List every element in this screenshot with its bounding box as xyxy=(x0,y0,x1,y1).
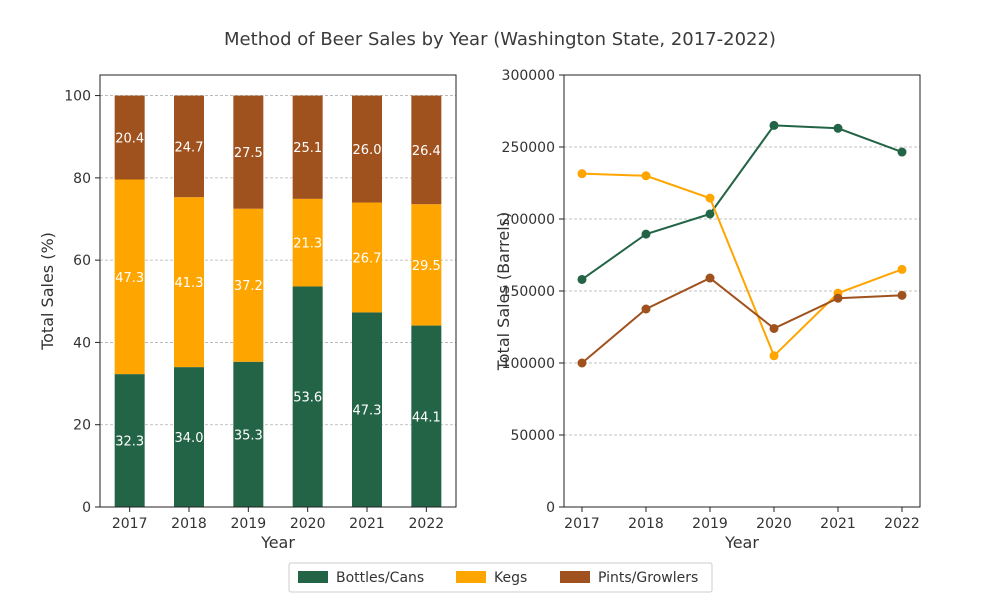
x-tick-label: 2021 xyxy=(349,516,385,532)
series-line xyxy=(581,172,903,358)
data-label: 37.2 xyxy=(234,279,263,294)
x-tick-label: 2022 xyxy=(884,516,920,532)
legend-label: Kegs xyxy=(494,570,527,586)
data-label: 47.3 xyxy=(353,404,382,419)
data-label: 41.3 xyxy=(175,276,204,291)
y-tick-label: 150000 xyxy=(502,284,555,300)
bar-segment xyxy=(292,286,323,507)
data-label: 29.5 xyxy=(412,259,441,274)
y-tick-label: 200000 xyxy=(502,212,555,228)
y-tick-label: 100 xyxy=(64,89,91,105)
bar-segment xyxy=(352,202,382,313)
x-tick-label: 2019 xyxy=(692,516,728,532)
x-tick-label: 2017 xyxy=(112,516,148,532)
y-tick-label: 50000 xyxy=(510,428,555,444)
y-tick-label: 0 xyxy=(546,500,555,516)
y-tick-label: 100000 xyxy=(502,356,555,372)
bar-segment xyxy=(233,95,264,209)
bar-segment xyxy=(292,95,323,199)
data-point xyxy=(705,193,715,203)
line-chart: 0 50000 100000 150000 200000 250000 300000 2017… xyxy=(494,68,921,552)
x-tick-label: 2018 xyxy=(628,516,664,532)
data-point xyxy=(577,274,587,284)
bar-segment xyxy=(411,95,442,205)
legend-box xyxy=(288,562,713,593)
data-point xyxy=(769,120,779,130)
x-tick-label: 2020 xyxy=(290,516,326,532)
data-label: 44.1 xyxy=(412,410,441,425)
data-point xyxy=(769,323,779,333)
legend-swatch xyxy=(298,571,328,583)
legend-swatch xyxy=(560,571,590,583)
legend: Bottles/Cans Kegs Pints/Growlers xyxy=(288,562,713,593)
data-label: 34.0 xyxy=(175,431,204,446)
legend-label: Bottles/Cans xyxy=(336,570,424,586)
data-point xyxy=(833,293,843,303)
data-label: 32.3 xyxy=(115,435,144,450)
x-tick-label: 2018 xyxy=(171,516,207,532)
data-label: 27.5 xyxy=(234,146,263,161)
data-label: 47.3 xyxy=(115,271,144,286)
data-label: 25.1 xyxy=(293,141,322,156)
data-label: 26.0 xyxy=(353,143,382,158)
y-axis-label: Total Sales (%) xyxy=(38,232,57,351)
legend-swatch xyxy=(456,571,486,583)
y-tick-label: 40 xyxy=(73,335,91,351)
data-point xyxy=(641,171,651,181)
y-tick-label: 80 xyxy=(73,171,91,187)
series-line xyxy=(581,124,903,281)
data-point xyxy=(705,273,715,283)
data-point xyxy=(897,264,907,274)
y-tick-label: 250000 xyxy=(502,140,555,156)
data-point xyxy=(577,169,587,179)
bar-segment xyxy=(352,95,382,203)
bar-segment xyxy=(114,95,145,180)
x-tick-label: 2017 xyxy=(564,516,600,532)
data-label: 53.6 xyxy=(293,391,322,406)
y-tick-label: 20 xyxy=(73,418,91,434)
data-point xyxy=(641,304,651,314)
data-point xyxy=(769,351,779,361)
bar-segment xyxy=(411,204,442,326)
bar-segment xyxy=(114,374,145,507)
bar-segment xyxy=(174,197,204,368)
bar-segment xyxy=(174,95,204,198)
data-label: 20.4 xyxy=(115,132,144,147)
legend-label: Pints/Growlers xyxy=(598,570,698,586)
data-point xyxy=(897,290,907,300)
bar-segment xyxy=(352,312,382,507)
series-line xyxy=(581,276,903,364)
bar-segment xyxy=(174,367,204,507)
data-point xyxy=(577,358,587,368)
x-axis-label: Year xyxy=(260,533,295,552)
y-tick-label: 0 xyxy=(82,500,91,516)
bar-segment xyxy=(233,361,264,507)
bar-segment xyxy=(411,325,442,507)
bar-segment xyxy=(292,198,323,287)
x-tick-label: 2019 xyxy=(231,516,267,532)
plot-frame xyxy=(563,74,921,508)
y-axis-label: Total Sales (Barrels) xyxy=(494,212,513,372)
stacked-bar-chart: 0 20 40 60 80 100 32.3 47.3 20.4 2017 34.0 41.3 24.7… xyxy=(38,74,457,552)
data-point xyxy=(897,147,907,157)
chart-title: Method of Beer Sales by Year (Washington… xyxy=(224,29,776,50)
x-tick-label: 2021 xyxy=(820,516,856,532)
y-tick-label: 60 xyxy=(73,253,91,269)
plot-frame xyxy=(99,74,457,508)
data-label: 26.7 xyxy=(353,251,382,266)
data-label: 26.4 xyxy=(412,144,441,159)
data-label: 35.3 xyxy=(234,428,263,443)
data-label: 21.3 xyxy=(293,237,322,252)
data-point xyxy=(705,209,715,219)
data-label: 24.7 xyxy=(175,140,204,155)
x-axis-label: Year xyxy=(724,533,759,552)
bar-segment xyxy=(114,179,145,375)
y-tick-label: 300000 xyxy=(502,68,555,84)
data-point xyxy=(641,229,651,239)
x-tick-label: 2022 xyxy=(409,516,445,532)
bar-segment xyxy=(233,208,264,362)
x-tick-label: 2020 xyxy=(756,516,792,532)
data-point xyxy=(833,123,843,133)
